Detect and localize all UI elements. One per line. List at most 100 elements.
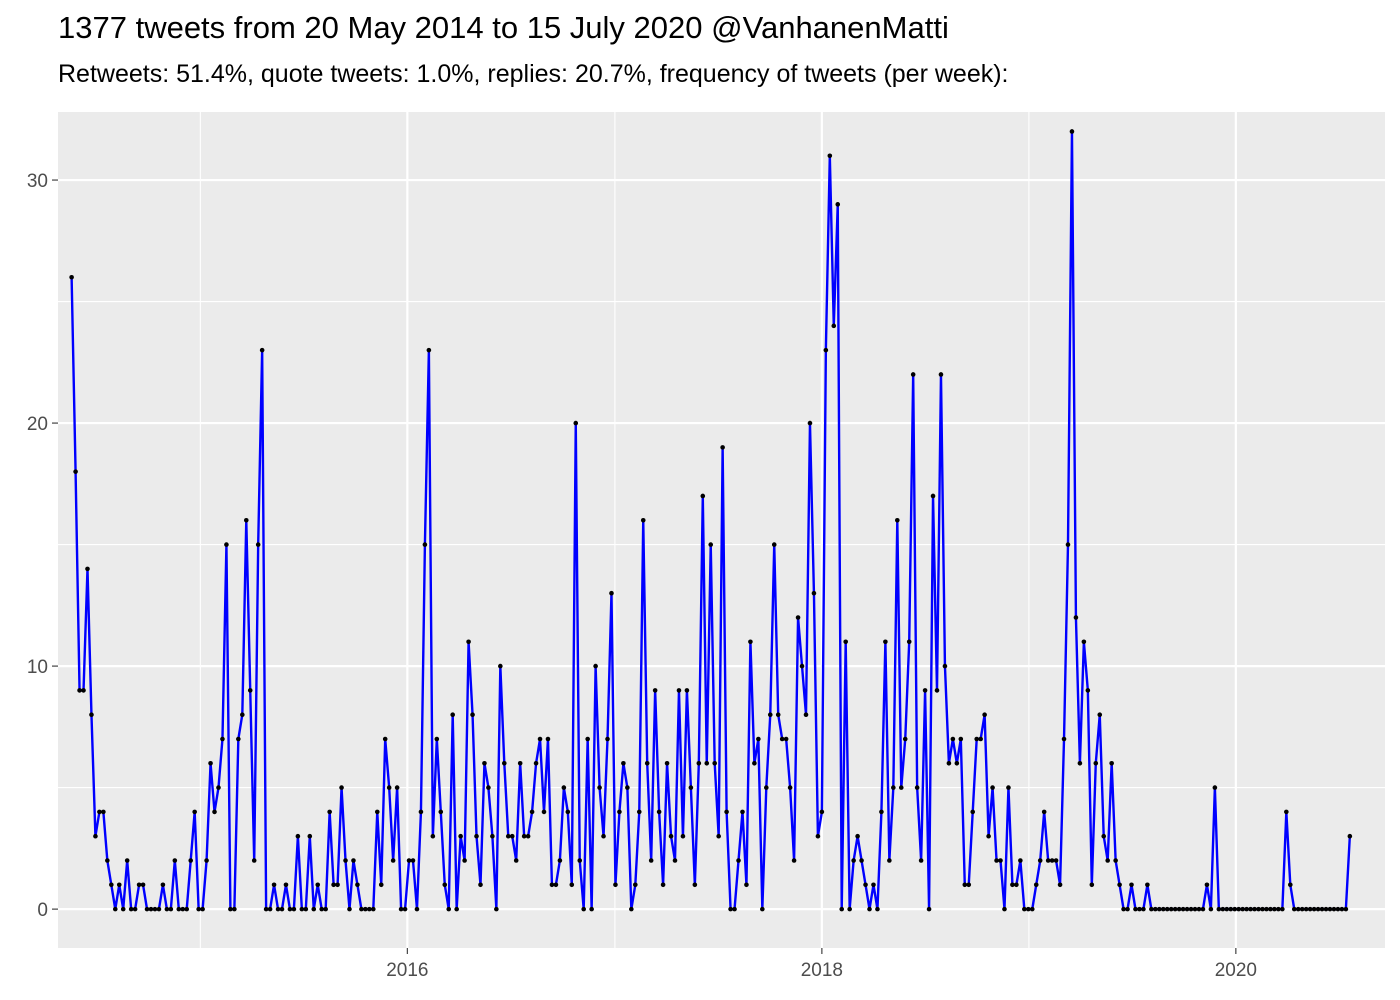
data-point	[1105, 858, 1110, 863]
data-point	[1319, 906, 1325, 912]
data-point	[287, 906, 293, 912]
data-point	[513, 858, 519, 863]
data-point	[267, 906, 273, 912]
data-point	[1160, 906, 1166, 912]
data-point	[1240, 906, 1245, 912]
data-point	[740, 809, 745, 815]
data-point	[843, 639, 848, 645]
data-point	[716, 833, 721, 839]
data-point	[1002, 906, 1007, 912]
data-point	[652, 688, 658, 693]
data-point	[1272, 906, 1277, 912]
data-point	[1077, 761, 1083, 766]
data-point	[1264, 906, 1269, 912]
data-point	[1343, 906, 1349, 912]
data-point	[561, 785, 567, 790]
data-point	[887, 858, 892, 863]
data-point	[386, 785, 392, 790]
data-point	[450, 712, 456, 717]
data-point	[228, 906, 233, 912]
data-point	[462, 858, 467, 863]
data-point	[335, 882, 340, 888]
data-point	[1200, 906, 1206, 912]
data-point	[918, 858, 924, 863]
data-point	[728, 906, 733, 912]
data-point	[764, 785, 769, 790]
data-point	[259, 347, 265, 353]
data-point	[394, 785, 400, 790]
data-point	[77, 688, 82, 693]
data-point	[732, 906, 737, 912]
data-point	[251, 858, 257, 863]
data-point	[1033, 882, 1039, 888]
data-point	[1145, 882, 1150, 888]
data-point	[974, 736, 979, 742]
data-point	[875, 906, 880, 912]
data-point	[378, 882, 384, 888]
data-point	[1347, 833, 1353, 839]
data-point	[505, 833, 511, 839]
data-point	[926, 906, 932, 912]
data-point	[89, 712, 94, 717]
data-point	[1164, 906, 1170, 912]
data-point	[81, 688, 86, 693]
data-point	[696, 761, 702, 766]
data-point	[307, 833, 313, 839]
data-point	[712, 761, 717, 766]
data-point	[112, 906, 118, 912]
y-tick-label: 10	[27, 657, 48, 678]
data-point	[204, 858, 209, 863]
data-point	[851, 858, 856, 863]
data-point	[1022, 906, 1027, 912]
data-point	[946, 761, 952, 766]
data-point	[585, 736, 590, 742]
data-point	[382, 736, 388, 742]
data-point	[795, 615, 801, 620]
data-point	[1073, 615, 1079, 620]
data-point	[1331, 906, 1337, 912]
data-point	[323, 906, 328, 912]
data-point	[105, 858, 110, 863]
data-point	[1089, 882, 1095, 888]
data-point	[902, 736, 908, 742]
data-point	[1029, 906, 1035, 912]
data-point	[140, 882, 146, 888]
data-point	[1284, 809, 1289, 815]
data-point	[811, 590, 817, 596]
data-point	[279, 906, 285, 912]
data-point	[498, 663, 503, 669]
data-point	[232, 906, 237, 912]
data-point	[994, 858, 999, 863]
data-point	[633, 882, 638, 888]
data-point	[787, 785, 793, 790]
data-point	[263, 906, 269, 912]
data-point	[1117, 882, 1122, 888]
data-point	[565, 809, 571, 815]
data-point	[879, 809, 884, 815]
data-point	[1157, 906, 1162, 912]
data-point	[891, 785, 896, 790]
data-point	[1081, 639, 1087, 645]
data-point	[1291, 906, 1297, 912]
data-point	[200, 906, 205, 912]
data-point	[573, 420, 579, 426]
data-point	[1180, 906, 1186, 912]
data-point	[914, 785, 920, 790]
data-point	[910, 372, 916, 377]
data-point	[1172, 906, 1178, 912]
data-point	[1049, 858, 1055, 863]
data-point	[311, 906, 317, 912]
data-point	[1037, 858, 1043, 863]
data-point	[1097, 712, 1103, 717]
data-point	[1026, 906, 1031, 912]
data-point	[625, 785, 630, 790]
data-point	[898, 785, 904, 790]
data-point	[1133, 906, 1138, 912]
data-point	[446, 906, 452, 912]
data-point	[1339, 906, 1345, 912]
data-point	[1184, 906, 1190, 912]
data-point	[1327, 906, 1333, 912]
data-point	[454, 906, 459, 912]
data-point	[684, 688, 690, 693]
